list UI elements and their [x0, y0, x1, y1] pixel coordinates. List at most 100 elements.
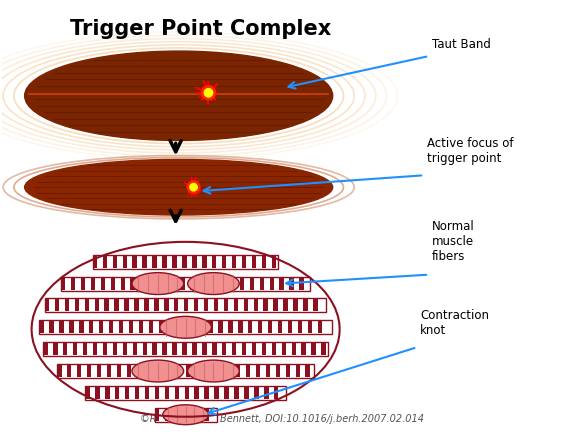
Bar — [274, 387, 279, 399]
Bar — [61, 276, 310, 290]
Bar — [278, 321, 282, 333]
Bar — [244, 387, 249, 399]
Bar — [103, 256, 107, 268]
Bar — [268, 321, 272, 333]
Bar — [216, 365, 220, 377]
Bar — [55, 300, 59, 311]
Bar — [246, 365, 250, 377]
Bar — [292, 343, 296, 355]
Bar — [298, 321, 302, 333]
Bar — [153, 343, 157, 355]
Bar — [285, 365, 290, 377]
Bar — [103, 343, 107, 355]
Bar — [270, 278, 274, 290]
Bar — [262, 256, 266, 268]
Bar — [119, 321, 123, 333]
Bar — [208, 321, 213, 333]
Bar — [127, 365, 131, 377]
Bar — [236, 365, 240, 377]
Bar — [111, 278, 115, 290]
Bar — [155, 409, 159, 421]
Bar — [205, 409, 208, 421]
Bar — [85, 300, 89, 311]
Bar — [321, 343, 326, 355]
Bar — [71, 278, 75, 290]
Bar — [153, 256, 157, 268]
Text: Normal
muscle
fibers: Normal muscle fibers — [432, 220, 475, 263]
Bar — [289, 278, 294, 290]
Bar — [313, 300, 318, 311]
Text: Taut Band: Taut Band — [432, 38, 491, 51]
Bar — [114, 300, 119, 311]
Bar — [222, 256, 227, 268]
Bar — [224, 300, 228, 311]
Bar — [140, 278, 145, 290]
Bar — [288, 321, 292, 333]
Bar — [59, 321, 64, 333]
Bar — [210, 278, 214, 290]
Bar — [101, 278, 105, 290]
Bar — [93, 256, 97, 268]
Bar — [166, 365, 171, 377]
Bar — [264, 387, 268, 399]
Bar — [311, 343, 316, 355]
Bar — [205, 387, 209, 399]
Bar — [194, 300, 198, 311]
Bar — [89, 321, 93, 333]
Bar — [198, 321, 203, 333]
Point — [189, 184, 198, 191]
Bar — [175, 409, 179, 421]
Bar — [242, 256, 246, 268]
Bar — [172, 343, 177, 355]
Point — [204, 89, 213, 96]
Bar — [75, 300, 79, 311]
Bar — [170, 278, 175, 290]
Bar — [252, 343, 257, 355]
Bar — [172, 256, 177, 268]
Bar — [190, 278, 194, 290]
Bar — [179, 321, 183, 333]
Bar — [266, 365, 270, 377]
Bar — [162, 256, 167, 268]
Bar — [168, 321, 173, 333]
Bar — [182, 343, 186, 355]
Bar — [154, 300, 159, 311]
Bar — [185, 387, 189, 399]
Bar — [194, 409, 199, 421]
Bar — [238, 321, 242, 333]
Bar — [262, 343, 266, 355]
Bar — [280, 278, 284, 290]
Bar — [155, 408, 216, 422]
Ellipse shape — [188, 360, 239, 382]
Text: Contraction
knot: Contraction knot — [420, 309, 489, 337]
Bar — [155, 387, 159, 399]
Text: ©Robert Martin Bennett, DOI:10.1016/j.berh.2007.02.014: ©Robert Martin Bennett, DOI:10.1016/j.be… — [140, 414, 424, 424]
Bar — [222, 343, 227, 355]
Bar — [69, 321, 73, 333]
Bar — [164, 409, 169, 421]
Ellipse shape — [25, 51, 333, 140]
Bar — [67, 365, 71, 377]
Bar — [131, 278, 135, 290]
Bar — [123, 256, 127, 268]
Bar — [124, 300, 129, 311]
Bar — [133, 343, 137, 355]
Bar — [142, 343, 147, 355]
Bar — [43, 343, 47, 355]
Bar — [184, 300, 189, 311]
Bar — [194, 387, 199, 399]
Bar — [83, 343, 88, 355]
Bar — [281, 343, 286, 355]
Bar — [212, 256, 216, 268]
Bar — [214, 387, 219, 399]
Bar — [176, 365, 181, 377]
Bar — [230, 278, 234, 290]
Bar — [196, 365, 201, 377]
Bar — [61, 278, 66, 290]
Bar — [302, 343, 306, 355]
Bar — [250, 278, 254, 290]
Bar — [107, 365, 111, 377]
Bar — [149, 321, 153, 333]
Bar — [256, 365, 260, 377]
Bar — [139, 321, 143, 333]
